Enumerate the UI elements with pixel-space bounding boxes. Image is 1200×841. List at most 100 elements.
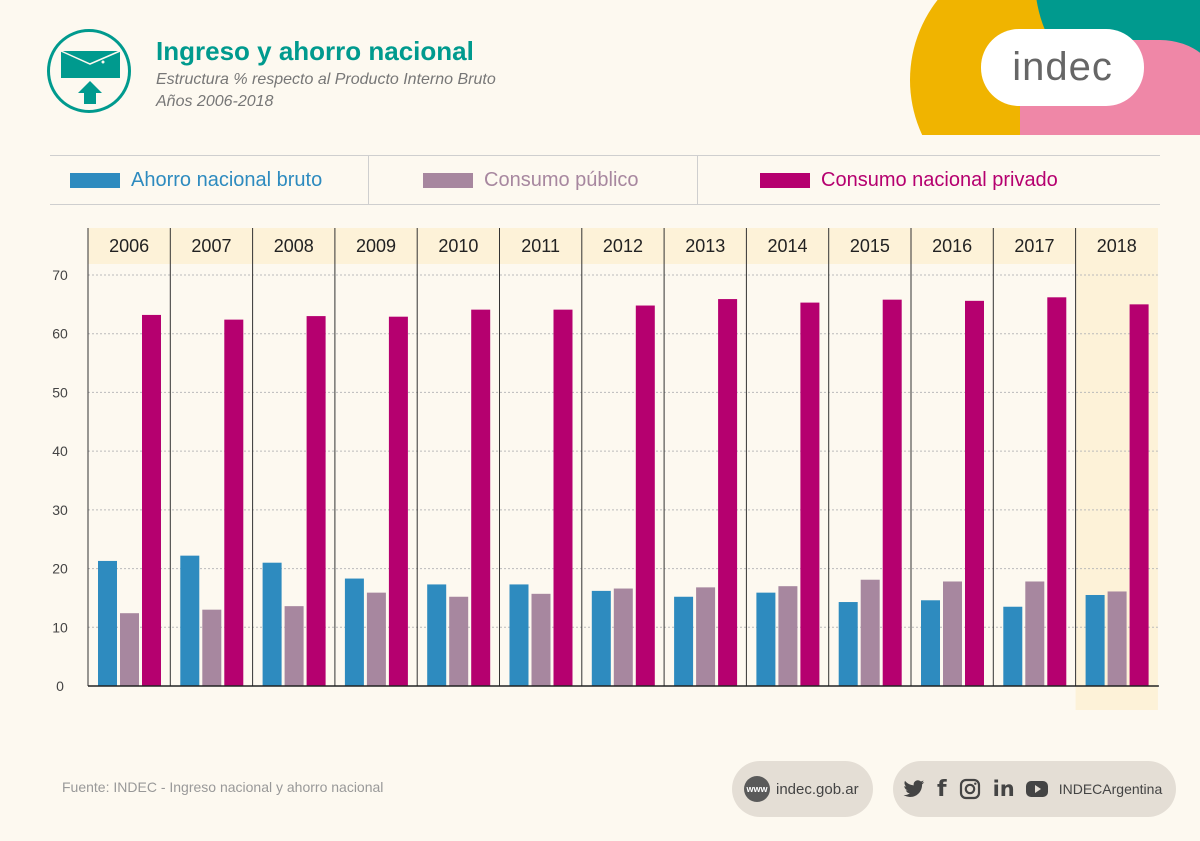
category-label: 2009 [356, 236, 396, 256]
www-icon: www [744, 776, 770, 802]
category-label: 2013 [685, 236, 725, 256]
category-header-band [911, 228, 994, 264]
website-link[interactable]: www indec.gob.ar [732, 761, 873, 817]
bar-ahorro [509, 584, 529, 686]
category-label: 2007 [191, 236, 231, 256]
bar-consumo-publico [860, 579, 880, 686]
bar-ahorro [921, 600, 940, 686]
legend-item-consumo-publico: Consumo público [423, 156, 639, 204]
bar-ahorro [1085, 594, 1105, 686]
bar-consumo-publico [531, 593, 551, 686]
bar-consumo-privado [471, 309, 491, 686]
bar-ahorro [591, 590, 611, 686]
category-label: 2016 [932, 236, 972, 256]
category-header-band [664, 228, 747, 264]
category-header-band [170, 228, 253, 264]
bar-ahorro [262, 562, 282, 686]
youtube-icon[interactable] [1025, 780, 1049, 798]
y-tick-label: 70 [52, 267, 68, 283]
legend-swatch [760, 172, 810, 188]
category-header-band [88, 228, 171, 264]
bar-ahorro [427, 584, 447, 686]
bar-consumo-privado [800, 302, 820, 686]
category-header-band [499, 228, 582, 264]
bar-consumo-publico [202, 609, 222, 686]
category-header-band [334, 228, 418, 264]
bar-consumo-privado [718, 299, 738, 686]
bar-consumo-privado [553, 309, 573, 686]
legend-swatch [70, 172, 120, 188]
chart-period: Años 2006-2018 [156, 93, 274, 110]
bar-consumo-publico [778, 586, 798, 686]
legend-swatch [423, 172, 473, 188]
instagram-icon[interactable] [959, 778, 981, 800]
bar-consumo-privado [388, 316, 408, 686]
bar-consumo-publico [613, 588, 633, 686]
category-label: 2011 [521, 236, 560, 256]
category-label: 2012 [603, 236, 643, 256]
logo-text: indec [1012, 45, 1113, 89]
category-label: 2014 [768, 236, 808, 256]
bar-ahorro [344, 578, 364, 686]
y-tick-label: 60 [52, 326, 68, 342]
twitter-icon[interactable] [903, 779, 925, 799]
money-icon [47, 29, 131, 113]
chart-subtitle: Estructura % respecto al Producto Intern… [156, 71, 496, 88]
bar-consumo-privado [224, 319, 244, 686]
bar-ahorro [1003, 606, 1023, 686]
category-label: 2008 [274, 236, 314, 256]
bar-consumo-privado [142, 314, 161, 686]
bar-consumo-publico [943, 581, 962, 686]
y-tick-label: 20 [52, 561, 68, 577]
bar-consumo-publico [449, 596, 469, 686]
bar-consumo-privado [882, 299, 902, 686]
legend-item-consumo-privado: Consumo nacional privado [760, 156, 1058, 204]
bar-consumo-privado [965, 300, 984, 686]
bar-ahorro [180, 555, 200, 686]
y-tick-label: 10 [52, 619, 68, 635]
category-header-band [417, 228, 500, 264]
legend-label: Consumo nacional privado [821, 168, 1058, 191]
category-label: 2006 [109, 236, 149, 256]
bar-ahorro [98, 560, 117, 686]
legend-label: Ahorro nacional bruto [131, 168, 323, 191]
bar-consumo-privado [306, 316, 326, 686]
bar-consumo-publico [120, 613, 139, 686]
linkedin-icon[interactable]: in [992, 777, 1015, 801]
social-bar: f in INDECArgentina [893, 761, 1176, 817]
category-label: 2010 [438, 236, 478, 256]
bar-consumo-publico [696, 587, 716, 686]
category-label: 2015 [850, 236, 890, 256]
social-handle: INDECArgentina [1058, 781, 1163, 797]
bar-ahorro [838, 602, 858, 686]
page-title: Ingreso y ahorro nacional [156, 36, 474, 66]
indec-logo: indec [981, 29, 1144, 106]
y-tick-label: 40 [52, 443, 68, 459]
chart-legend: Ahorro nacional bruto Consumo público Co… [50, 155, 1160, 205]
bar-ahorro [756, 592, 776, 686]
bar-consumo-privado [1047, 297, 1067, 686]
category-header-band [581, 228, 665, 264]
category-header-band [252, 228, 335, 264]
bar-consumo-privado [1129, 304, 1149, 686]
category-header-band [828, 228, 911, 264]
bar-ahorro [674, 596, 694, 686]
y-tick-label: 50 [52, 384, 68, 400]
category-label: 2017 [1014, 236, 1054, 256]
bar-consumo-publico [1107, 591, 1127, 686]
bar-consumo-privado [635, 305, 655, 686]
bar-consumo-publico [1025, 581, 1045, 686]
bar-consumo-publico [284, 606, 304, 686]
category-header-band [746, 228, 829, 264]
category-label: 2018 [1097, 236, 1137, 256]
bar-consumo-publico [366, 592, 386, 686]
category-header-band [993, 228, 1076, 264]
y-tick-label: 30 [52, 502, 68, 518]
source-note: Fuente: INDEC - Ingreso nacional y ahorr… [62, 779, 384, 795]
facebook-icon[interactable]: f [937, 776, 947, 802]
legend-label: Consumo público [484, 168, 639, 191]
website-label: indec.gob.ar [776, 780, 859, 798]
y-tick-label: 0 [56, 678, 64, 694]
legend-item-ahorro: Ahorro nacional bruto [70, 156, 322, 204]
